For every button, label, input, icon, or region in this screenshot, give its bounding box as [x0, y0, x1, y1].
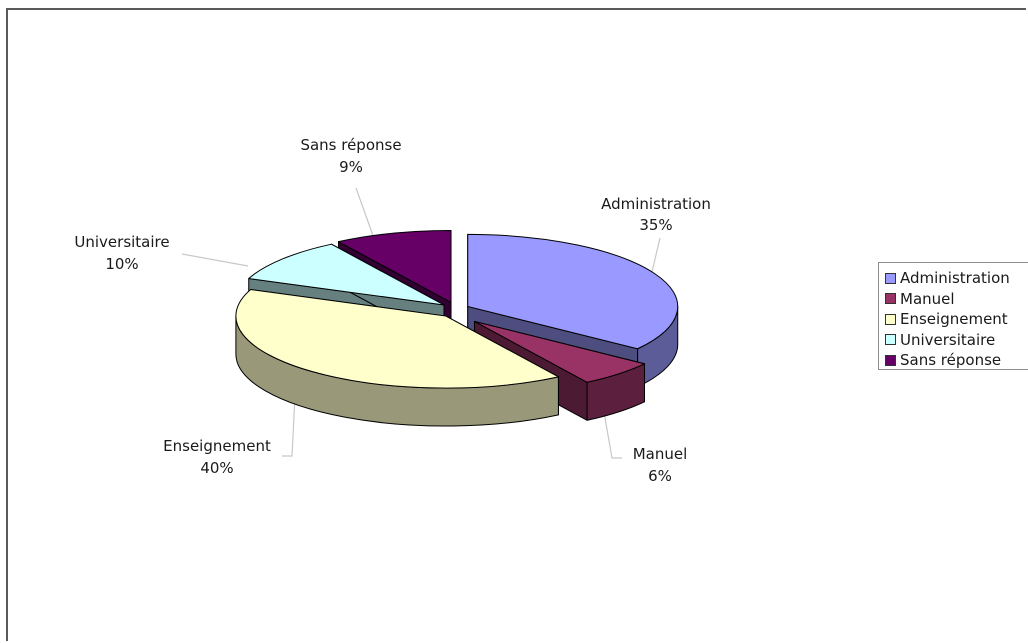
leader-line-administration [651, 237, 661, 273]
leader-line-universitaire [181, 253, 249, 267]
label-name-manuel: Manuel [633, 445, 688, 463]
legend-item-administration: Administration [885, 268, 1028, 289]
slice-top-universitaire [248, 243, 445, 306]
label-name-administration: Administration [601, 195, 711, 213]
leader-line-sans-reponse [355, 187, 377, 245]
slice-enseignement [235, 289, 559, 427]
label-value-universitaire: 10% [105, 255, 138, 273]
label-value-sans-reponse: 9% [339, 158, 363, 176]
legend-swatch-universitaire [885, 334, 896, 346]
label-name-universitaire: Universitaire [74, 233, 169, 251]
legend-item-universitaire: Universitaire [885, 330, 1028, 351]
legend-label: Administration [900, 269, 1010, 288]
legend-label: Universitaire [900, 330, 996, 349]
label-name-enseignement: Enseignement [163, 437, 271, 455]
slice-top-administration [467, 233, 679, 350]
legend-label: Sans réponse [900, 351, 1002, 370]
pie-slices [235, 229, 679, 427]
legend-swatch-manuel [885, 293, 896, 305]
legend-swatch-enseignement [885, 313, 896, 325]
label-value-manuel: 6% [648, 467, 672, 485]
slice-top-manuel [474, 320, 645, 383]
label-value-enseignement: 40% [200, 459, 233, 477]
legend-swatch-sans-reponse [885, 354, 896, 366]
label-name-sans-reponse: Sans réponse [300, 136, 401, 154]
legend-item-manuel: Manuel [885, 289, 1028, 310]
slice-top-enseignement [235, 289, 559, 389]
data-labels: Administration 35% Manuel 6% Enseignemen… [74, 136, 710, 485]
label-value-administration: 35% [639, 216, 672, 234]
slice-top-sans-reponse [337, 229, 452, 303]
legend: Administration Manuel Enseignement Unive… [878, 262, 1028, 370]
legend-item-enseignement: Enseignement [885, 309, 1028, 330]
legend-item-sans-reponse: Sans réponse [885, 350, 1028, 371]
legend-swatch-administration [885, 272, 896, 284]
legend-label: Enseignement [900, 310, 1008, 329]
legend-label: Manuel [900, 289, 955, 308]
